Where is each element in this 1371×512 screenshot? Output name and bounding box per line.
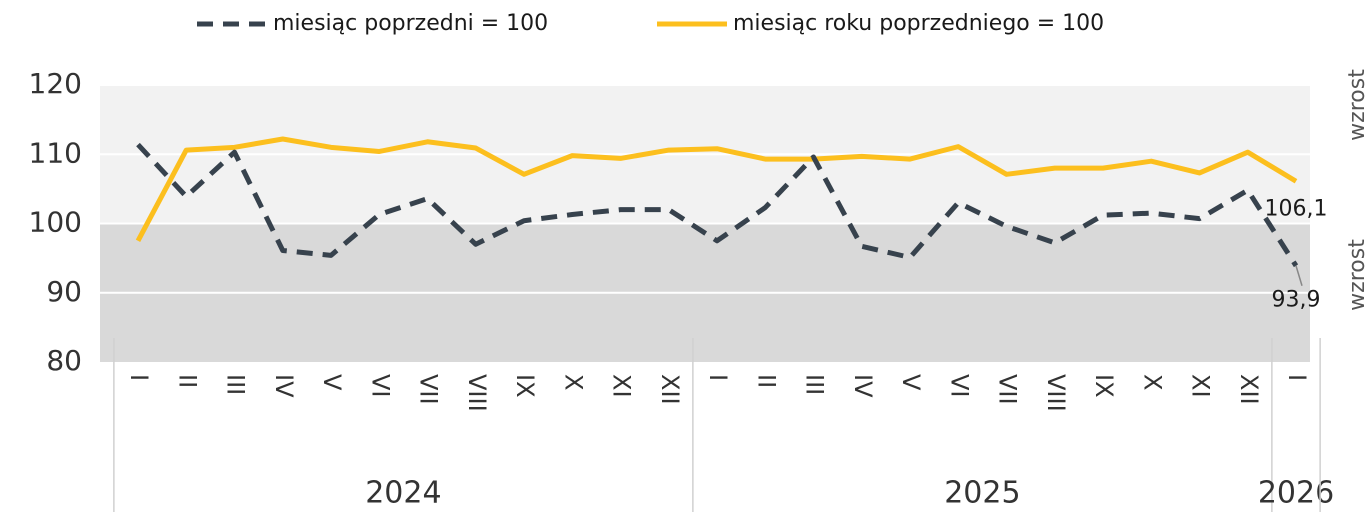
x-tick-label: II (752, 374, 780, 388)
x-tick-label: IX (1090, 374, 1118, 398)
x-tick-label: III (801, 374, 829, 395)
x-tick-label: XI (608, 374, 636, 398)
x-tick-label: I (1283, 374, 1311, 381)
x-tick-label: VII (994, 374, 1022, 405)
x-tick-label: V (897, 374, 925, 391)
legend-label: miesiąc roku poprzedniego = 100 (733, 11, 1104, 36)
x-tick-label: XII (1235, 374, 1263, 405)
year-label: 2024 (365, 476, 441, 511)
legend-label: miesiąc poprzedni = 100 (273, 11, 548, 36)
y-tick-label: 120 (29, 67, 82, 100)
year-label: 2026 (1258, 476, 1334, 511)
series-line (135, 136, 1298, 242)
annotation: wzrost (1345, 239, 1370, 311)
x-tick-label: X (1138, 374, 1166, 390)
y-tick-label: 110 (29, 136, 82, 169)
x-tick-label: VI (945, 374, 973, 398)
y-tick-label: 80 (46, 344, 82, 377)
x-tick-label: IV (270, 374, 298, 398)
x-tick-label: XI (1187, 374, 1215, 398)
x-tick-label: VIII (463, 374, 491, 412)
x-tick-label: VI (366, 374, 394, 398)
x-tick-label: X (559, 374, 587, 390)
x-tick-label: VII (415, 374, 443, 405)
label-leader (1295, 265, 1303, 286)
x-tick-label: I (704, 374, 732, 381)
annotation: wzrost (1345, 69, 1370, 141)
data-label: 106,1 (1265, 196, 1328, 221)
x-tick-label: V (318, 374, 346, 391)
data-label: 93,9 (1272, 288, 1321, 313)
y-tick-label: 90 (46, 275, 82, 308)
x-tick-label: VIII (1042, 374, 1070, 412)
x-tick-label: IV (849, 374, 877, 398)
series-line (136, 142, 1299, 268)
y-tick-label: 100 (29, 206, 82, 239)
x-tick-label: II (173, 374, 201, 388)
year-label: 2025 (944, 476, 1020, 511)
x-tick-label: I (125, 374, 153, 381)
x-tick-label: XII (656, 374, 684, 405)
x-tick-label: III (222, 374, 250, 395)
x-tick-label: IX (511, 374, 539, 398)
